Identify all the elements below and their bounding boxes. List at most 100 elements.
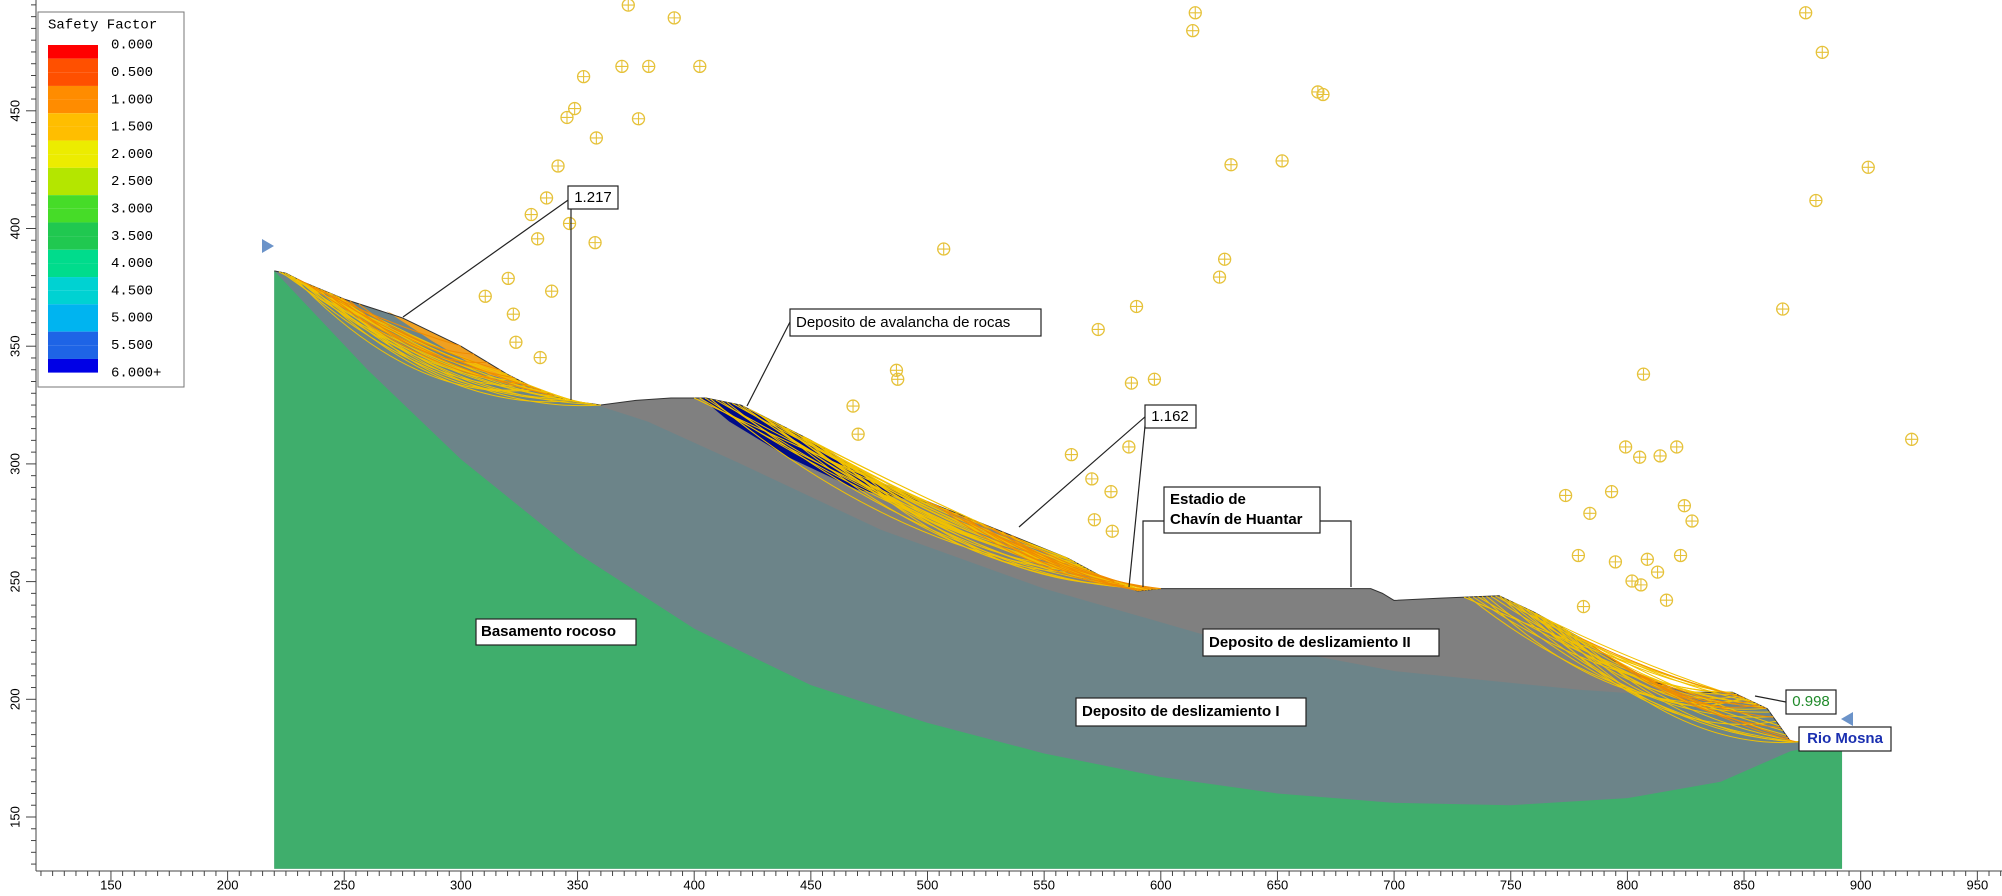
x-tick-label: 750: [1500, 877, 1522, 892]
legend-swatch: [48, 154, 98, 168]
annotation-box: [567, 185, 619, 210]
legend-swatch: [48, 331, 98, 346]
slip-surface: [743, 406, 1154, 589]
slip-center-cross: [1092, 323, 1105, 336]
model-geometry: [274, 271, 1843, 869]
region-label-box: [1075, 697, 1307, 727]
legend-label: 0.000: [111, 38, 153, 54]
slip-center-cross: [1637, 368, 1650, 381]
annotation-label: Estadio de: [1170, 491, 1246, 508]
slip-surface: [1616, 662, 1781, 728]
x-tick-label: 800: [1617, 877, 1639, 892]
y-tick-label: 150: [7, 806, 22, 828]
slip-surface: [318, 288, 530, 386]
slip-surface: [1509, 600, 1786, 735]
slip-center-cross: [1218, 253, 1231, 266]
legend-swatch: [48, 290, 98, 305]
legend-label: 1.000: [111, 92, 153, 108]
legend-label: 2.000: [111, 147, 153, 163]
x-tick-label: 600: [1150, 877, 1172, 892]
legend-swatch: [48, 140, 98, 155]
slip-surface: [1662, 684, 1751, 703]
slip-center-cross: [1674, 549, 1687, 562]
slip-center-cross: [1577, 600, 1590, 613]
slip-center-cross: [590, 131, 603, 144]
legend-swatch: [48, 249, 98, 264]
x-tick-label: 400: [683, 877, 705, 892]
slip-center-cross: [1686, 515, 1699, 528]
slip-surface: [955, 513, 1160, 589]
boundary-marker: [1841, 712, 1853, 726]
legend-label: 4.000: [111, 256, 153, 272]
axes: 150 200 250 300 350 400 450 500 550 600 650 700 750 8…: [7, 4, 2002, 892]
slip-center-cross: [1148, 373, 1161, 386]
slip-center-cross: [1605, 485, 1618, 498]
legend-label: 2.500: [111, 174, 153, 190]
x-tick-label: 150: [100, 877, 122, 892]
slip-center-cross: [1065, 448, 1078, 461]
x-tick-label: 450: [800, 877, 822, 892]
legend-swatch: [48, 126, 98, 141]
slip-center-cross: [615, 60, 628, 73]
slip-center-cross: [852, 428, 865, 441]
legend-swatch: [48, 167, 98, 182]
annotation-box: [1785, 689, 1837, 715]
legend-swatch: [48, 72, 98, 86]
legend-swatch: [48, 113, 98, 127]
legend-swatch: [48, 195, 98, 209]
slip-center-cross: [622, 0, 635, 12]
slip-surface: [1518, 605, 1799, 742]
x-tick-label: 550: [1033, 877, 1055, 892]
slip-center-cross: [531, 232, 544, 245]
slip-surface: [937, 505, 1130, 588]
slip-surface: [1563, 628, 1780, 726]
slip-center-cross: [1125, 377, 1138, 390]
slip-center-cross: [560, 111, 573, 124]
legend-swatch: [48, 277, 98, 291]
slip-center-cross: [479, 290, 492, 303]
safety-factor-label: 0.998: [1792, 693, 1830, 710]
slip-center-cross: [1809, 194, 1822, 207]
region-label: Deposito de deslizamiento I: [1082, 703, 1280, 720]
slip-surface: [309, 284, 570, 401]
slip-surface: [323, 290, 600, 405]
legend-label: 5.500: [111, 338, 153, 354]
safety-factor-label: 1.162: [1151, 408, 1189, 425]
slip-surface: [341, 298, 501, 371]
legend-swatch: [48, 263, 98, 278]
x-tick-label: 650: [1267, 877, 1289, 892]
slip-center-cross: [1634, 578, 1647, 591]
slip-center-cross: [1225, 158, 1238, 171]
slip-surface: [303, 282, 597, 405]
slip-surface: [1549, 621, 1802, 743]
slip-center-cross: [1678, 499, 1691, 512]
y-tick-label: 450: [7, 100, 22, 122]
slip-surface: [1639, 674, 1766, 708]
slip-surface: [1554, 623, 1767, 709]
slip-surface: [974, 520, 1140, 590]
safety-factor-label: 1.217: [574, 189, 612, 206]
slip-center-cross: [1104, 485, 1117, 498]
slip-center-cross: [1670, 440, 1683, 453]
slip-center-cross: [1619, 440, 1632, 453]
legend-swatch: [48, 236, 98, 250]
slip-center-cross: [568, 102, 581, 115]
y-tick-label: 300: [7, 453, 22, 475]
annotation-box: [789, 308, 1042, 337]
y-tick-label: 200: [7, 688, 22, 710]
region-label: Deposito de deslizamiento II: [1209, 634, 1411, 651]
slip-center-cross: [693, 60, 706, 73]
slip-center-cross: [668, 11, 681, 24]
x-tick-label: 200: [217, 877, 239, 892]
slip-center-cross: [545, 285, 558, 298]
x-tick-label: 700: [1383, 877, 1405, 892]
leader-line: [1754, 695, 1787, 703]
slip-center-cross: [1316, 88, 1329, 101]
slip-center-cross: [552, 160, 565, 173]
slip-center-cross: [507, 308, 520, 321]
legend-swatch: [48, 345, 98, 359]
slip-center-cross: [1816, 46, 1829, 59]
leader-line: [1018, 415, 1147, 528]
leader-line: [402, 197, 572, 318]
